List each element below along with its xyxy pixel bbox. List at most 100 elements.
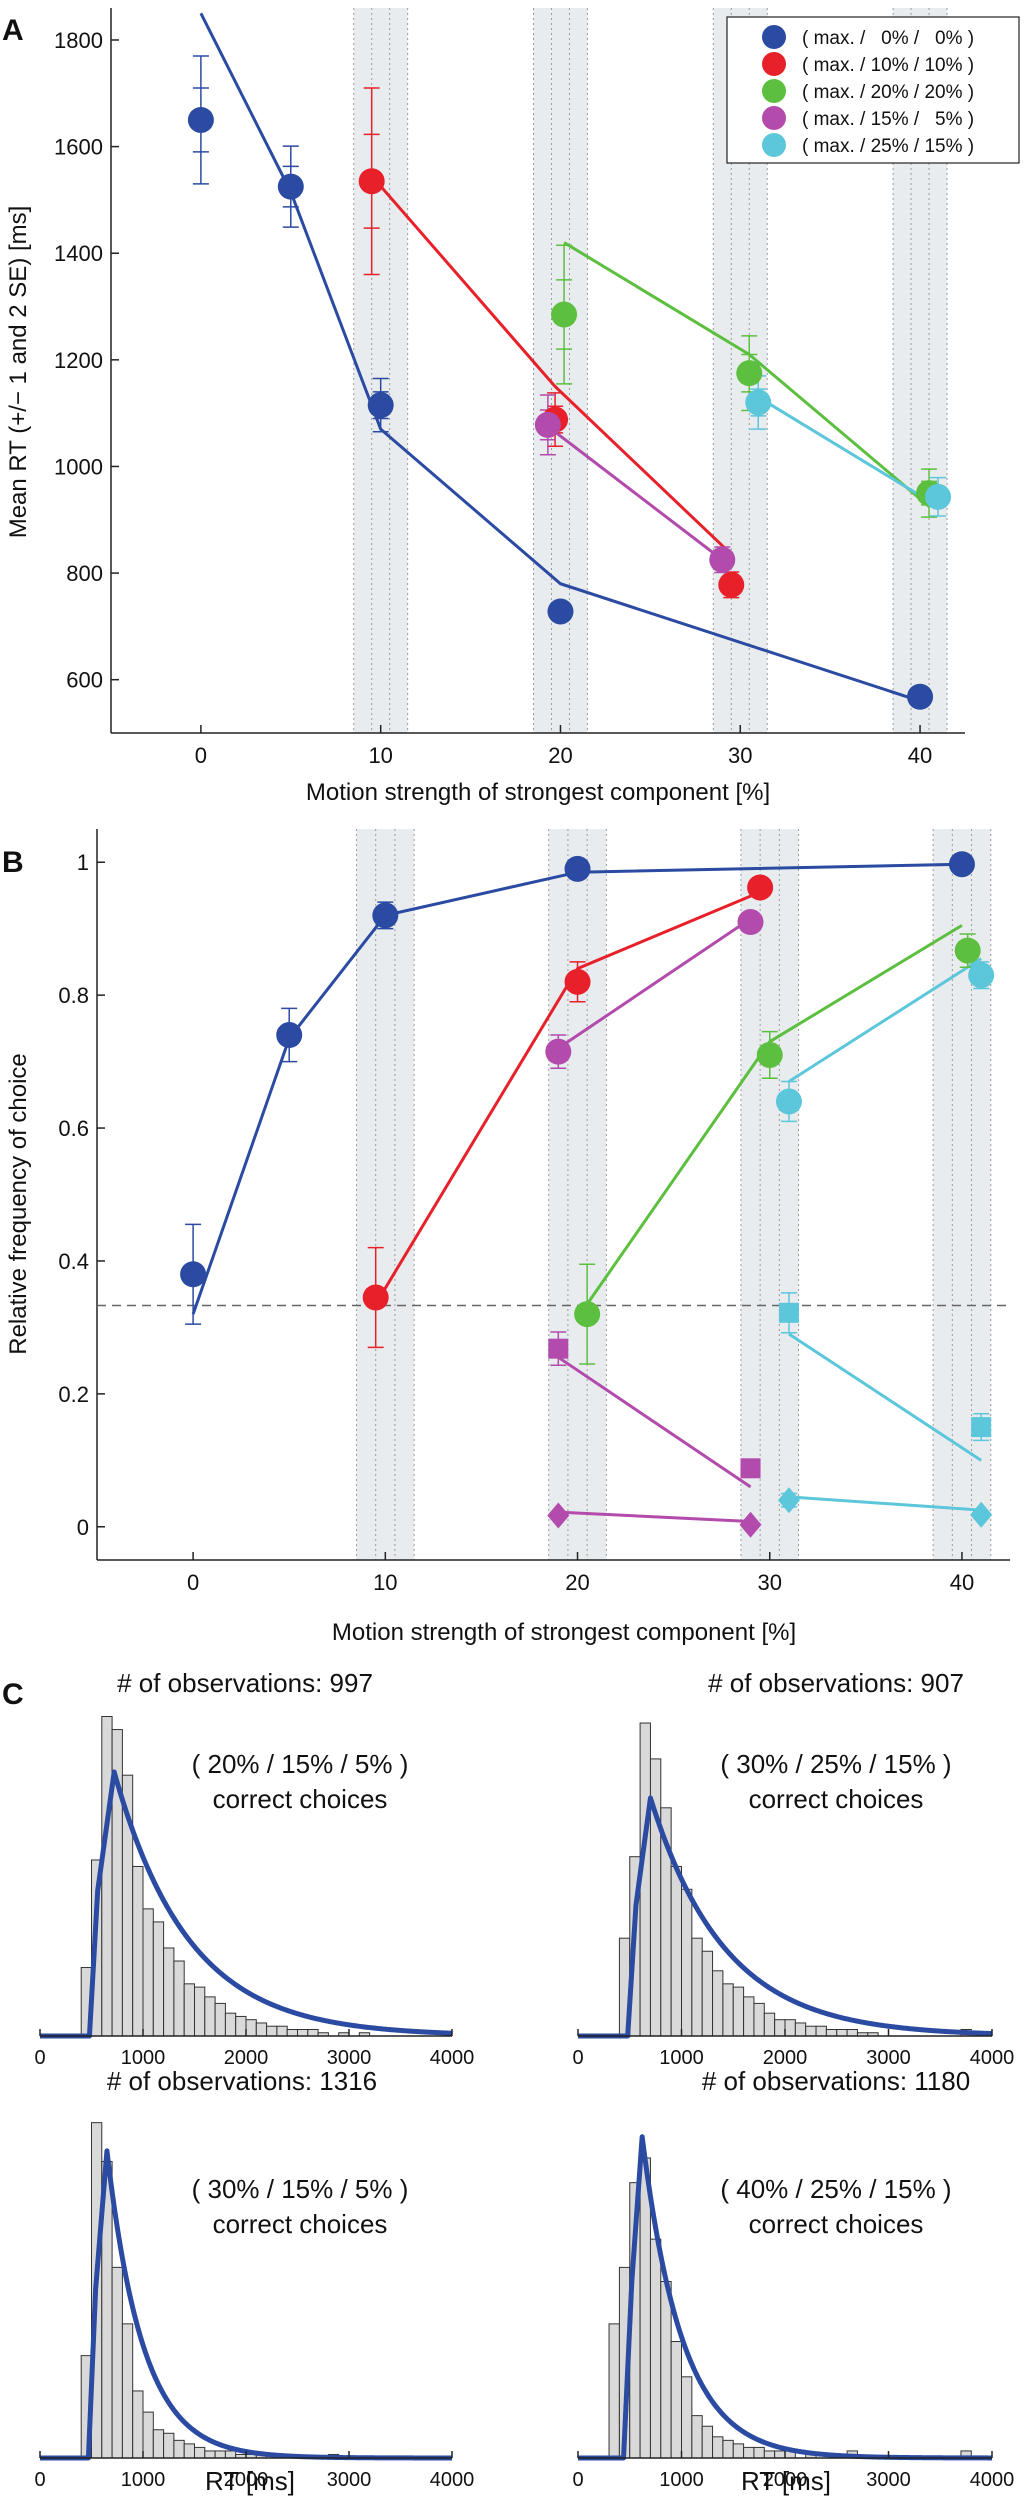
histogram-bar (214, 2450, 226, 2459)
histogram-2-choice-label: correct choices (749, 1784, 924, 1814)
histogram-bar (743, 1996, 755, 2037)
data-point-diamond-magenta (739, 1511, 762, 1538)
histogram-bar (670, 1865, 683, 2037)
data-point-blue (372, 902, 399, 929)
histogram-bar (224, 2450, 237, 2459)
histogram-bar (173, 2439, 185, 2459)
x-axis-label-b: Motion strength of strongest component [… (332, 1619, 796, 1646)
x-tick-label: 0 (34, 2047, 45, 2069)
shaded-band (356, 829, 415, 1560)
histogram-4-choice-label: correct choices (749, 2209, 924, 2239)
histogram-bar (214, 2002, 226, 2037)
legend-marker-cyan (762, 133, 786, 157)
fit-line-magenta (557, 917, 752, 1050)
data-point-square-magenta (740, 1458, 761, 1479)
data-point-square-cyan (971, 1417, 992, 1438)
histogram-bar (649, 2238, 662, 2459)
x-tick-label: 0 (34, 2469, 45, 2491)
data-point-magenta (709, 546, 736, 573)
data-point-green (954, 937, 981, 964)
y-tick-label: 1400 (54, 241, 103, 266)
histogram-bar (204, 1996, 216, 2037)
y-tick-label: 0.6 (58, 1116, 89, 1141)
histogram-bar (111, 2266, 123, 2459)
histogram-bar (774, 2450, 786, 2459)
data-point-red (362, 1284, 389, 1311)
histogram-bar (743, 2446, 755, 2459)
histogram-bar (183, 2443, 195, 2459)
legend-entry-label: ( max. / 10% / 10% ) (802, 55, 974, 76)
histogram-bar (266, 2025, 278, 2037)
y-tick-label: 1600 (54, 135, 103, 160)
x-tick-label: 0 (195, 743, 207, 768)
data-point-blue (547, 598, 574, 625)
histogram-3-condition: ( 30% / 15% / 5% ) (192, 2174, 409, 2204)
histogram-4: # of observations: 1180 ( 40% / 25% / 15… (572, 2066, 1014, 2496)
histogram-bar (660, 2281, 672, 2459)
x-tick-label: 1000 (121, 2469, 166, 2491)
histogram-bar (142, 1908, 154, 2037)
x-tick-label: 0 (187, 1570, 199, 1595)
histogram-bar (245, 2019, 257, 2037)
data-point-red (358, 168, 385, 195)
histogram-bar (753, 2446, 765, 2459)
data-point-cyan (968, 962, 995, 989)
data-point-red (564, 968, 591, 995)
histogram-bar (194, 2446, 206, 2459)
histogram-bar (753, 2002, 765, 2037)
fit-line-cyan (788, 957, 982, 1083)
fit-curve (576, 1795, 994, 2039)
data-point-green (574, 1301, 601, 1328)
y-tick-label: 1800 (54, 28, 103, 53)
histogram-bar (836, 2028, 848, 2037)
histogram-bar (204, 2450, 216, 2459)
histogram-bar (681, 1888, 693, 2037)
x-tick-label: 1000 (121, 2047, 166, 2069)
data-point-blue (187, 106, 214, 133)
histogram-bar (815, 2025, 827, 2037)
histogram-bar (784, 2019, 796, 2037)
histogram-bar (276, 2025, 288, 2037)
y-tick-label: 0.4 (58, 1249, 89, 1274)
x-tick-label: 40 (950, 1570, 974, 1595)
histogram-4-condition: ( 40% / 25% / 15% ) (720, 2174, 951, 2204)
panel-c: C # of observations: 997 ( 20% / 15% / 5… (2, 1668, 1014, 2496)
data-point-green (736, 360, 763, 387)
histogram-bar (224, 2012, 237, 2037)
data-point-cyan (925, 483, 952, 510)
x-tick-label: 40 (908, 743, 932, 768)
histogram-bar (681, 2376, 693, 2459)
data-point-diamond-magenta (547, 1502, 570, 1529)
histogram-bar (286, 2028, 299, 2037)
x-tick-label: 4000 (430, 2047, 475, 2069)
histogram-1-condition: ( 20% / 15% / 5% ) (192, 1749, 409, 1779)
histogram-bar (163, 2432, 175, 2459)
y-tick-label: 800 (66, 561, 103, 586)
legend-entry-label: ( max. / 20% / 20% ) (802, 82, 974, 103)
data-point-diamond-cyan (970, 1501, 993, 1528)
legend-marker-red (762, 52, 786, 76)
data-point-red (718, 571, 745, 598)
panel-letter-c: C (2, 1678, 24, 1711)
histogram-bar (132, 1865, 144, 2037)
x-tick-label: 1000 (659, 2047, 704, 2069)
legend-entry-label: ( max. / 15% / 5% ) (802, 109, 974, 130)
shaded-band (740, 829, 799, 1560)
panel-letter-b: B (2, 846, 24, 879)
histogram-bar (183, 1983, 195, 2037)
legend-marker-blue (762, 25, 786, 49)
histogram-bar (712, 1970, 724, 2037)
legend-entry-label: ( max. / 25% / 15% ) (802, 136, 974, 157)
data-point-magenta (545, 1038, 572, 1065)
data-point-magenta (737, 909, 764, 936)
data-point-cyan (745, 389, 772, 416)
histogram-4-title: # of observations: 1180 (702, 2066, 970, 2096)
panel-a: A 0 10 20 30 40 600 800 1000 1200 1400 1600 1800 ( … (2, 8, 1020, 806)
fit-line-magenta (546, 425, 724, 561)
histogram-1: # of observations: 997 ( 20% / 15% / 5% … (34, 1668, 474, 2069)
x-tick-label: 1000 (659, 2469, 704, 2491)
fit-line-cyan (757, 395, 939, 508)
histogram-bar (142, 2411, 154, 2459)
histogram-bar (132, 2390, 144, 2459)
